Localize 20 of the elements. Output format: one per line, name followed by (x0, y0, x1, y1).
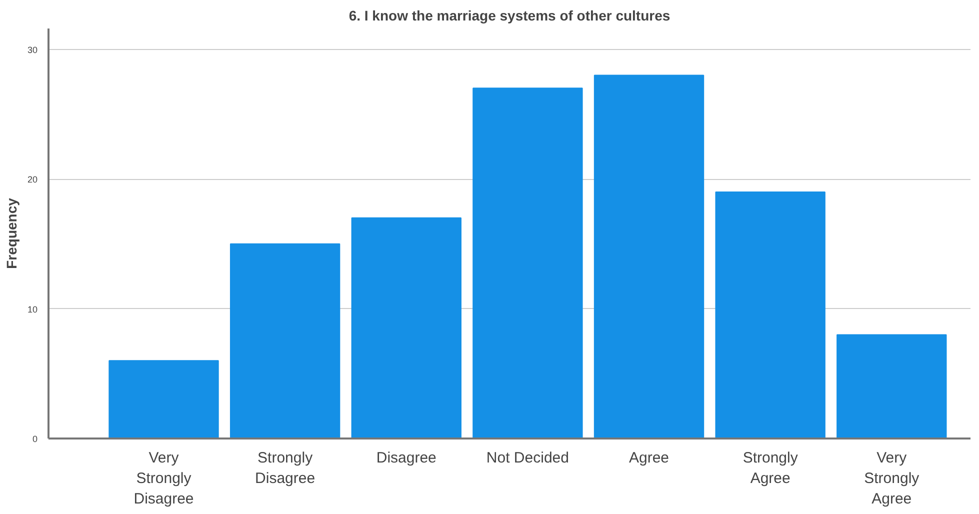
x-tick-label: Agree (629, 450, 670, 466)
y-tick-label: 30 (27, 44, 38, 55)
x-tick-label: Disagree (376, 450, 436, 466)
bar (230, 243, 340, 438)
bar (715, 191, 826, 438)
x-tick-label: Strongly Disagree (255, 450, 316, 487)
chart-title: 6. I know the marriage systems of other cultures (348, 8, 670, 24)
bar (836, 334, 947, 438)
bar (351, 217, 462, 438)
y-tick-label: 10 (27, 304, 38, 314)
bar (108, 360, 219, 438)
y-tick-label: 0 (32, 434, 38, 444)
y-tick-label: 20 (27, 174, 38, 185)
bar (472, 88, 583, 438)
y-axis-title: Frequency (3, 198, 20, 269)
x-tick-label: Very Strongly Disagree (134, 450, 194, 508)
x-tick-label: Strongly Agree (742, 450, 798, 487)
x-tick-label: Not Decided (486, 450, 569, 466)
x-tick-label: Very Strongly Agree (864, 450, 920, 508)
bar (594, 74, 704, 438)
